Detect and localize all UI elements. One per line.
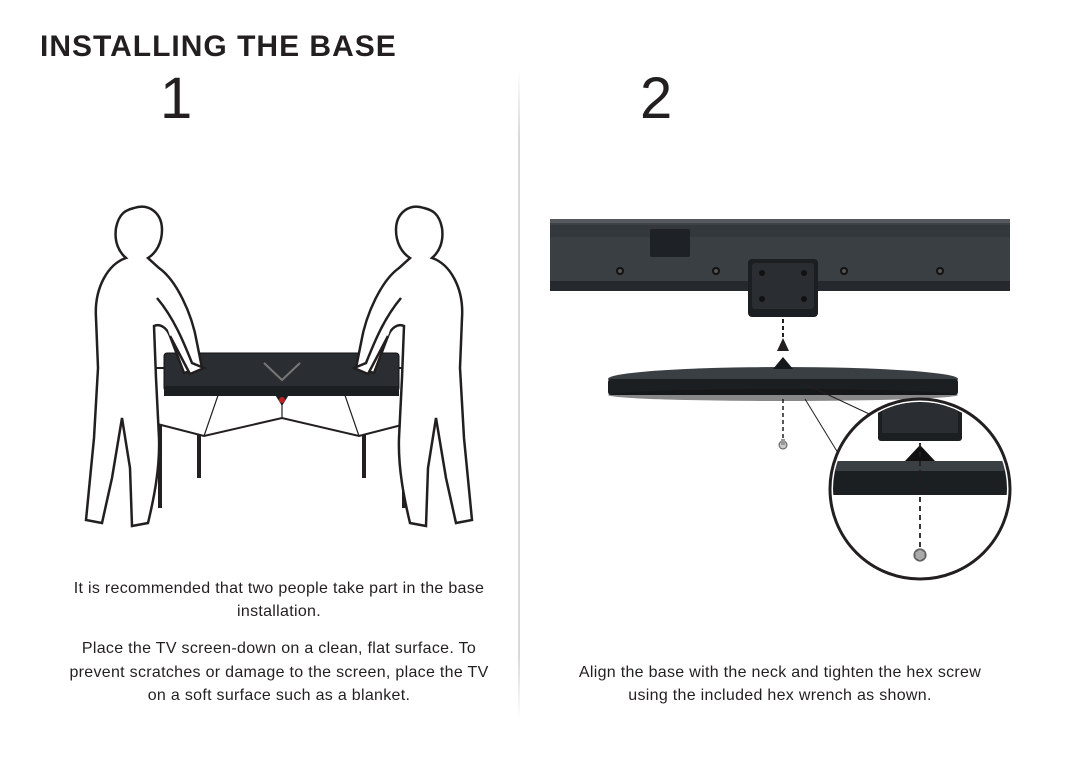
two-people-tv-icon	[64, 168, 494, 538]
step-2-column: 2	[520, 70, 1040, 721]
step-2-number: 2	[640, 70, 672, 128]
step-1-caption-a: It is recommended that two people take p…	[69, 577, 489, 623]
step-2-illustration	[540, 128, 1020, 661]
step-1-number: 1	[160, 70, 192, 128]
step-1-caption-b: Place the TV screen-down on a clean, fla…	[69, 637, 489, 707]
step-2-caption: Align the base with the neck and tighten…	[570, 661, 990, 721]
columns-container: 1	[40, 70, 1040, 721]
step-1-illustration	[60, 128, 498, 577]
base-assembly-icon	[540, 199, 1020, 589]
step-2-caption-a: Align the base with the neck and tighten…	[570, 661, 990, 707]
step-1-caption: It is recommended that two people take p…	[69, 577, 489, 721]
page-root: INSTALLING THE BASE 1	[0, 0, 1080, 761]
step-1-column: 1	[40, 70, 518, 721]
page-title: INSTALLING THE BASE	[40, 30, 1040, 64]
